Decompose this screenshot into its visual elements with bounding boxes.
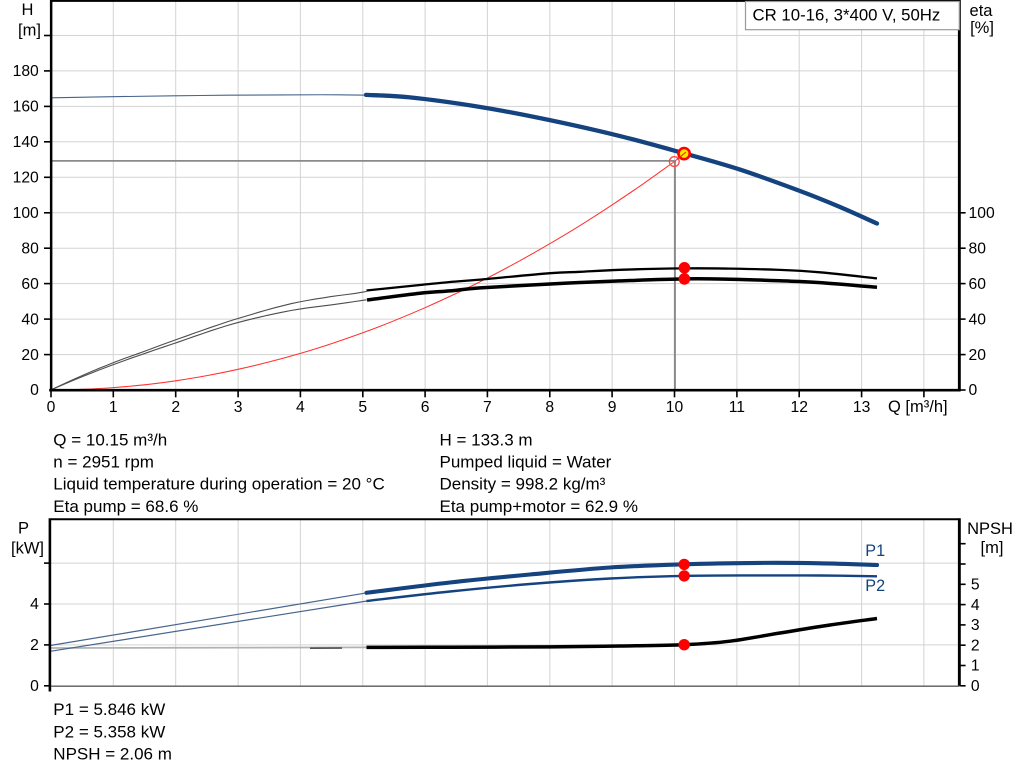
svg-text:H = 133.3 m: H = 133.3 m (440, 430, 533, 449)
svg-text:140: 140 (13, 134, 39, 151)
svg-text:3: 3 (234, 399, 243, 416)
svg-text:11: 11 (729, 399, 745, 416)
svg-text:P1: P1 (865, 542, 885, 560)
svg-text:P: P (18, 519, 29, 537)
svg-text:100: 100 (13, 205, 39, 222)
svg-text:CR 10-16, 3*400 V, 50Hz: CR 10-16, 3*400 V, 50Hz (753, 6, 941, 25)
svg-text:Q [m³/h]: Q [m³/h] (888, 398, 948, 416)
svg-text:2: 2 (171, 399, 180, 416)
svg-text:[m]: [m] (981, 539, 1004, 557)
svg-text:0: 0 (30, 382, 39, 399)
svg-text:1: 1 (971, 658, 980, 675)
svg-text:100: 100 (969, 205, 995, 222)
svg-text:160: 160 (13, 99, 39, 116)
svg-text:9: 9 (608, 399, 617, 416)
svg-text:60: 60 (21, 276, 39, 293)
svg-text:6: 6 (421, 399, 430, 416)
svg-text:60: 60 (969, 276, 987, 293)
svg-text:0: 0 (971, 678, 980, 695)
svg-text:NPSH: NPSH (967, 520, 1013, 538)
svg-text:20: 20 (21, 347, 39, 364)
svg-text:10: 10 (666, 399, 684, 416)
svg-text:5: 5 (971, 577, 980, 594)
svg-text:80: 80 (21, 240, 39, 257)
svg-text:Liquid temperature during oper: Liquid temperature during operation = 20… (53, 475, 384, 494)
svg-text:2: 2 (971, 637, 980, 654)
svg-text:P1 = 5.846 kW: P1 = 5.846 kW (53, 700, 165, 719)
svg-text:0: 0 (969, 382, 978, 399)
svg-text:P2: P2 (865, 577, 885, 595)
svg-text:2: 2 (30, 637, 39, 654)
svg-text:[%]: [%] (970, 19, 994, 37)
svg-text:Pumped liquid = Water: Pumped liquid = Water (440, 453, 612, 472)
svg-text:Eta pump+motor = 62.9 %: Eta pump+motor = 62.9 % (440, 497, 638, 516)
svg-text:12: 12 (790, 399, 807, 416)
svg-text:20: 20 (969, 347, 987, 364)
svg-text:4: 4 (971, 597, 980, 614)
svg-text:1: 1 (109, 399, 118, 416)
svg-text:13: 13 (853, 399, 871, 416)
svg-text:40: 40 (21, 311, 39, 328)
svg-text:4: 4 (296, 399, 305, 416)
svg-text:Eta pump = 68.6 %: Eta pump = 68.6 % (53, 497, 198, 516)
svg-text:8: 8 (545, 399, 554, 416)
svg-text:[m]: [m] (18, 21, 41, 39)
svg-text:Q = 10.15 m³/h: Q = 10.15 m³/h (53, 430, 167, 449)
svg-text:4: 4 (30, 596, 39, 613)
svg-text:0: 0 (47, 399, 56, 416)
svg-text:5: 5 (358, 399, 367, 416)
svg-text:P2 = 5.358 kW: P2 = 5.358 kW (53, 722, 165, 741)
svg-text:7: 7 (483, 399, 492, 416)
svg-text:3: 3 (971, 617, 980, 634)
svg-text:eta: eta (970, 2, 994, 20)
svg-text:180: 180 (13, 63, 39, 80)
svg-text:40: 40 (969, 311, 987, 328)
svg-text:80: 80 (969, 240, 987, 257)
svg-text:n = 2951 rpm: n = 2951 rpm (53, 453, 154, 472)
svg-text:120: 120 (13, 170, 39, 187)
svg-text:0: 0 (30, 678, 39, 695)
svg-text:NPSH = 2.06 m: NPSH = 2.06 m (53, 745, 172, 764)
svg-text:[kW]: [kW] (11, 539, 44, 557)
svg-text:H: H (22, 1, 34, 19)
svg-text:Density = 998.2 kg/m³: Density = 998.2 kg/m³ (440, 475, 606, 494)
